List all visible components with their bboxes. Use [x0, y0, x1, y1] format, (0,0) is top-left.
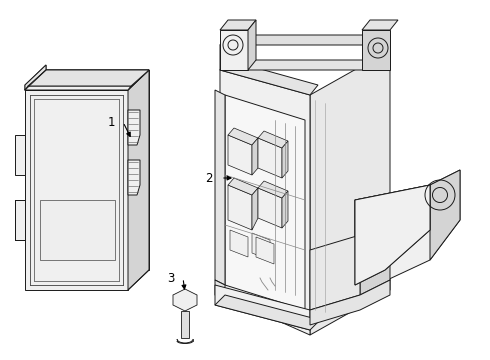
Polygon shape: [228, 178, 258, 195]
Polygon shape: [128, 70, 149, 290]
Polygon shape: [28, 70, 149, 86]
Polygon shape: [215, 280, 225, 300]
Polygon shape: [310, 50, 390, 335]
Polygon shape: [220, 35, 390, 45]
Polygon shape: [220, 20, 256, 30]
Polygon shape: [282, 141, 288, 178]
Polygon shape: [252, 188, 258, 230]
Polygon shape: [355, 170, 460, 295]
Polygon shape: [228, 185, 252, 230]
Polygon shape: [355, 185, 430, 285]
Polygon shape: [25, 86, 131, 90]
Polygon shape: [258, 131, 288, 148]
Polygon shape: [230, 230, 248, 257]
Polygon shape: [215, 90, 225, 285]
Polygon shape: [15, 200, 25, 240]
Polygon shape: [15, 135, 25, 175]
Polygon shape: [228, 128, 258, 145]
Polygon shape: [128, 160, 140, 195]
Polygon shape: [220, 30, 248, 70]
Polygon shape: [256, 237, 274, 264]
Polygon shape: [181, 311, 189, 338]
Polygon shape: [173, 289, 197, 311]
Polygon shape: [252, 233, 270, 260]
Text: 2: 2: [205, 171, 213, 185]
Polygon shape: [220, 60, 390, 70]
Polygon shape: [128, 110, 140, 145]
Polygon shape: [215, 295, 320, 330]
Text: 1: 1: [107, 116, 115, 129]
Polygon shape: [228, 135, 252, 175]
Polygon shape: [430, 170, 460, 260]
Polygon shape: [25, 70, 149, 90]
Polygon shape: [360, 220, 390, 295]
Polygon shape: [252, 138, 258, 175]
Polygon shape: [225, 95, 305, 310]
Text: 3: 3: [167, 271, 175, 284]
Polygon shape: [25, 70, 149, 90]
Polygon shape: [25, 65, 46, 90]
Polygon shape: [382, 35, 390, 70]
Polygon shape: [362, 30, 390, 70]
Polygon shape: [220, 35, 228, 70]
Polygon shape: [282, 191, 288, 228]
Polygon shape: [248, 20, 256, 70]
Polygon shape: [25, 65, 46, 90]
Polygon shape: [258, 188, 282, 228]
Polygon shape: [40, 200, 115, 260]
Polygon shape: [258, 138, 282, 178]
Polygon shape: [310, 280, 390, 325]
Polygon shape: [215, 285, 310, 330]
Polygon shape: [310, 235, 360, 310]
Polygon shape: [220, 70, 310, 335]
Polygon shape: [362, 20, 398, 30]
Polygon shape: [355, 185, 430, 285]
Polygon shape: [258, 181, 288, 198]
Polygon shape: [220, 60, 318, 95]
Polygon shape: [25, 90, 128, 290]
